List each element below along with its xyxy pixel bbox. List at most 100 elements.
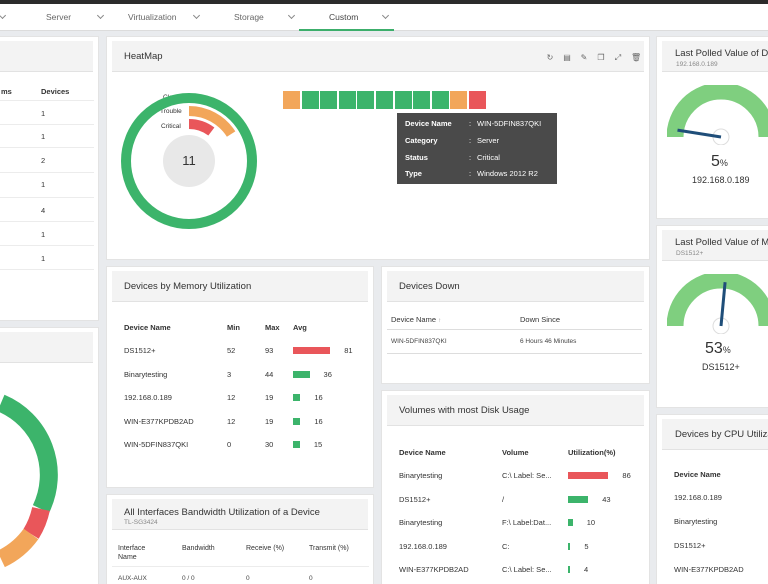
gauge-device: DS1512+ [702,362,740,372]
device-count: 2 [41,156,46,165]
divider [0,172,94,173]
ring-critical [147,119,231,203]
volume-name: / [502,494,505,504]
donut-segment-trouble [0,528,39,568]
panel-header: All Interfaces Bandwidth Utilization of … [112,499,368,530]
gauge-arc [667,274,768,327]
device-name: 192.168.0.189 [124,393,172,402]
avg-bar [293,347,331,354]
column-header-max: Max [265,323,280,332]
gauge-arc [667,85,768,138]
expand-icon[interactable]: ⤢ [614,53,622,62]
legend-trouble: Trouble [160,108,182,115]
utilization-bar [568,566,570,573]
heatmap-tile[interactable] [413,91,431,109]
partial-donut-chart [0,394,58,568]
tab-custom[interactable]: Custom [299,4,394,31]
device-name: Binarytesting [124,369,168,379]
delete-icon[interactable]: 🗑 [631,53,642,62]
tooltip-value: Server [477,136,500,145]
tooltip-value: Critical [477,153,500,162]
gauge-needle [719,282,727,327]
avg-bar [293,441,300,448]
column-header-interface: Interface [118,545,146,552]
bandwidth-panel: All Interfaces Bandwidth Utilization of … [106,494,374,584]
value-number: 5 [711,153,720,170]
value-unit: % [719,158,728,168]
max-value: 19 [265,416,274,426]
bandwidth-value: 0 / 0 [182,575,195,582]
heatmap-tile[interactable] [450,91,468,109]
tab-label: Storage [234,12,264,22]
receive-value: 0 [246,575,250,582]
column-header: ms [1,87,12,96]
panel-header: HeatMap ↻ ▤ ✎ ❐ ⤢ 🗑 [112,41,644,72]
gauge-device: 192.168.0.189 [692,175,750,185]
utilization-bar [568,519,573,526]
gauge-chart [667,274,768,334]
column-header-bandwidth: Bandwidth [182,545,215,552]
total-count: 11 [182,153,196,168]
tab-storage[interactable]: Storage [234,4,304,31]
device-count: 1 [41,109,46,118]
device-name: WIN-E377KPDB2AD [124,416,194,426]
heatmap-tile[interactable] [338,91,356,109]
sort-icon: ↑ [438,318,442,324]
tab-label: Server [46,12,72,22]
value-unit: % [722,345,731,355]
heatmap-tile[interactable] [283,91,300,109]
utilization-bar [568,542,571,550]
avg-value: 16 [314,416,323,426]
max-value: 30 [265,440,274,449]
device-name: WIN-5DFIN837QKI [124,440,189,449]
utilization-value: 43 [602,494,611,504]
panel-title: HeatMap [124,51,163,62]
column-header-device-name: Device Name [674,470,721,479]
column-header-devices: Devices [41,87,70,96]
device-name: 192.168.0.189 [399,541,447,551]
divider [0,100,94,101]
panel-header: Last Polled Value of Me DS1512+ [662,230,768,261]
divider [0,124,94,125]
header-label: Device Name [391,315,437,324]
divider [0,197,94,198]
gauge-value: 53% [705,340,731,358]
device-count: 4 [41,206,46,215]
tab-server[interactable]: Server [46,4,116,31]
column-header-device-name[interactable]: Device Name ↑ [391,315,441,324]
column-header-min: Min [227,323,240,332]
panel-title: Devices by CPU Utiliza [675,429,768,440]
heatmap-tile[interactable] [320,91,338,109]
column-header-avg: Avg [293,323,307,332]
document-icon[interactable]: ▤ [563,53,571,62]
tab-virtualization[interactable]: Virtualization [128,4,208,31]
column-header-transmit: Transmit (%) [309,545,349,552]
ring-trouble [134,106,244,216]
panel-title: Volumes with most Disk Usage [399,405,530,416]
heatmap-tile[interactable] [431,91,449,109]
panel-title: All Interfaces Bandwidth Utilization of … [124,507,320,518]
heatmap-tile[interactable] [469,91,486,109]
copy-icon[interactable]: ❐ [597,53,605,62]
memory-utilization-panel: Devices by Memory Utilization Device Nam… [106,266,374,488]
heatmap-tile[interactable] [301,91,319,109]
heatmap-tile[interactable] [357,91,375,109]
heatmap-tile[interactable] [376,91,393,109]
avg-bar [293,394,301,401]
tab-previous-stub[interactable] [0,4,10,31]
column-header-device-name: Device Name [124,323,171,332]
panel-title: Last Polled Value of Di [675,48,768,59]
panel-header: Last Polled Value of Di 192.168.0.189 [662,41,768,72]
device-name: DS1512+ [124,346,156,355]
avg-value: 36 [323,369,332,379]
tooltip-colon: : [469,169,472,178]
down-since: 6 Hours 46 Minutes [520,338,577,345]
tab-label: Custom [329,12,359,22]
avg-value: 16 [314,393,323,402]
tooltip-key: Category [405,136,438,145]
panel-header [0,332,93,363]
heatmap-tile[interactable] [394,91,412,109]
refresh-icon[interactable]: ↻ [546,53,554,62]
divider [0,269,94,270]
edit-icon[interactable]: ✎ [580,53,588,62]
